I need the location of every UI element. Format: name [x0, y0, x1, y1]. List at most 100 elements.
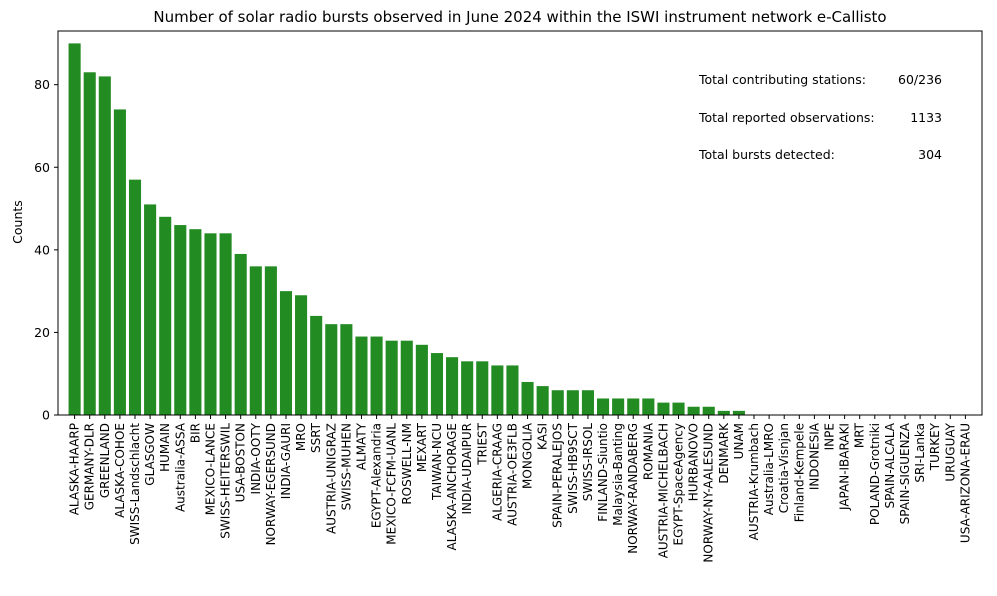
bar-4: [128, 179, 142, 415]
summary-annotations: Total contributing stations: 60/236 Total …: [698, 72, 942, 162]
x-tick-label-8: BIR: [188, 423, 202, 443]
x-tick-label-52: MRT: [853, 422, 867, 448]
x-tick-label-17: AUSTRIA-UNIGRAZ: [324, 423, 338, 534]
bar-14: [279, 291, 293, 415]
x-tick-label-51: JAPAN-IBARAKI: [838, 423, 852, 511]
x-tick-label-0: ALASKA-HAARP: [68, 423, 82, 515]
bar-10: [219, 233, 232, 415]
x-tick-label-37: NORWAY-RANDABERG: [626, 423, 640, 554]
bar-8: [189, 229, 202, 415]
y-axis-label: Counts: [10, 200, 25, 244]
x-tick-label-24: TAIWAN-NCU: [430, 423, 444, 501]
x-tick-label-50: INPE: [823, 423, 837, 450]
bar-22: [400, 340, 413, 415]
bar-28: [491, 365, 504, 415]
bar-29: [506, 365, 519, 415]
annotation-label-0: Total contributing stations:: [698, 72, 866, 87]
x-tick-label-22: ROSWELL-NM: [400, 423, 414, 505]
bar-3: [113, 109, 126, 415]
bar-30: [521, 381, 534, 415]
x-tick-label-33: SWISS-HB9SCT: [566, 422, 580, 513]
x-tick-label-9: MEXICO-LANCE: [203, 423, 217, 515]
x-tick-label-16: SSRT: [309, 422, 323, 453]
plot-frame: [57, 30, 983, 416]
x-tick-label-30: MONGOLIA: [521, 422, 535, 489]
bars-group: [68, 43, 745, 416]
x-tick-label-4: SWISS-Landschlacht: [128, 423, 142, 545]
x-tick-label-49: INDONESIA: [807, 422, 821, 490]
annotation-value-0: 60/236: [898, 72, 942, 87]
bar-20: [370, 336, 383, 415]
x-tick-label-40: EGYPT-SpaceAgency: [672, 423, 686, 546]
bar-16: [310, 315, 323, 415]
bar-33: [566, 390, 579, 415]
x-tick-label-23: MEXART: [415, 422, 429, 472]
bar-11: [234, 253, 247, 415]
x-tick-label-39: AUSTRIA-MICHELBACH: [656, 423, 670, 558]
x-tick-label-7: Australia-ASSA: [173, 422, 187, 512]
annotation-label-2: Total bursts detected:: [698, 147, 835, 162]
bar-18: [340, 324, 353, 415]
x-tick-label-57: TURKEY: [928, 422, 942, 471]
bar-25: [446, 357, 459, 415]
x-tick-label-10: SWISS-HEITERSWIL: [219, 423, 233, 539]
x-tick-label-11: USA-BOSTON: [234, 423, 248, 502]
bar-41: [687, 406, 700, 415]
x-tick-label-1: GERMANY-DLR: [83, 423, 97, 510]
x-tick-label-47: Croatia-Visnjan: [777, 423, 791, 513]
x-axis: ALASKA-HAARP GERMANY-DLR GREENLAND ALASKA-C…: [68, 415, 972, 563]
bar-43: [717, 410, 730, 415]
x-tick-label-42: NORWAY-NY-AALESUND: [702, 423, 716, 563]
x-tick-label-14: INDIA-GAURI: [279, 423, 293, 499]
annotation-label-1: Total reported observations:: [698, 110, 875, 125]
x-tick-label-54: SPAIN-ALCALA: [883, 422, 897, 508]
x-tick-label-46: Australia-LMRO: [762, 423, 776, 515]
y-tick-label-3: 60: [34, 160, 50, 175]
bar-15: [295, 295, 308, 415]
bar-36: [612, 398, 625, 415]
bar-7: [174, 225, 187, 415]
x-tick-label-15: MRO: [294, 423, 308, 451]
chart-title: Number of solar radio bursts observed in…: [153, 8, 886, 26]
x-tick-label-35: FINLAND-Siuntio: [596, 423, 610, 522]
y-tick-label-1: 20: [34, 325, 50, 340]
x-tick-label-31: KASI: [536, 423, 550, 450]
bar-37: [627, 398, 640, 415]
x-tick-label-34: SWISS-IRSOL: [581, 423, 595, 502]
x-tick-label-59: USA-ARIZONA-ERAU: [958, 423, 972, 543]
bar-42: [702, 406, 715, 415]
x-tick-label-28: ALGERIA-CRAAG: [490, 423, 504, 521]
x-tick-label-56: SRI-Lanka: [913, 423, 927, 483]
bar-34: [581, 390, 594, 415]
bar-0: [68, 43, 81, 415]
x-tick-label-27: TRIEST: [475, 422, 489, 465]
bar-13: [264, 266, 277, 415]
x-tick-label-41: HURBANOVO: [687, 423, 701, 501]
bar-39: [657, 402, 670, 415]
x-tick-label-19: ALMATY: [354, 422, 368, 470]
bar-35: [597, 398, 610, 415]
x-tick-label-12: INDIA-OOTY: [249, 422, 263, 494]
x-tick-label-18: SWISS-MUHEN: [339, 423, 353, 510]
x-tick-label-29: AUSTRIA-OE3FLB: [505, 423, 519, 526]
bar-44: [732, 410, 745, 415]
x-tick-label-58: URUGUAY: [943, 422, 957, 481]
bar-1: [83, 72, 96, 415]
x-tick-label-43: DENMARK: [717, 422, 731, 484]
y-tick-label-0: 0: [42, 408, 50, 423]
bar-26: [461, 361, 474, 415]
x-tick-label-6: HUMAIN: [158, 423, 172, 472]
bar-27: [476, 361, 489, 415]
bar-5: [144, 204, 157, 415]
x-tick-label-45: AUSTRIA-Krumbach: [747, 423, 761, 540]
x-tick-label-55: SPAIN-SIGUENZA: [898, 422, 912, 524]
x-tick-label-53: POLAND-Grotniki: [868, 423, 882, 525]
x-tick-label-21: MEXICO-FCFM-UANL: [385, 423, 399, 545]
y-tick-label-4: 80: [34, 77, 50, 92]
x-tick-label-25: ALASKA-ANCHORAGE: [445, 423, 459, 550]
x-tick-label-20: EGYPT-Alexandria: [370, 423, 384, 528]
bar-2: [98, 76, 111, 416]
bar-23: [415, 344, 428, 415]
bar-31: [536, 386, 549, 415]
